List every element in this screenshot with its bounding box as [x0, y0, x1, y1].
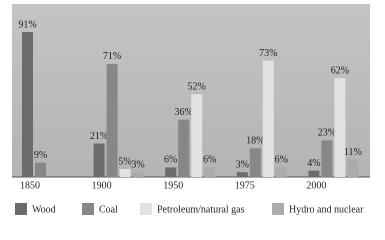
value-label: 91%: [18, 19, 36, 30]
x-tick-label: 2000: [306, 180, 326, 191]
bar: [106, 63, 118, 177]
value-label: 3%: [131, 160, 144, 171]
bar: [132, 172, 144, 177]
bar: [249, 148, 261, 177]
value-label: 5%: [118, 156, 131, 167]
bar: [347, 159, 359, 177]
bar: [178, 119, 190, 177]
value-label: 9%: [34, 150, 47, 161]
value-label: 4%: [307, 158, 320, 169]
bar: [191, 94, 203, 177]
value-label: 6%: [275, 155, 288, 166]
legend-label: Wood: [32, 204, 56, 215]
bar: [334, 78, 346, 177]
value-label: 11%: [344, 147, 362, 158]
legend-swatch: [140, 203, 152, 215]
value-label: 6%: [203, 155, 216, 166]
bar: [236, 172, 248, 177]
value-label: 23%: [318, 128, 336, 139]
legend-swatch: [272, 203, 284, 215]
value-label: 3%: [236, 160, 249, 171]
value-label: 6%: [164, 155, 177, 166]
value-label: 52%: [188, 81, 206, 92]
value-label: 73%: [259, 48, 277, 59]
x-tick-label: 1950: [163, 180, 183, 191]
bar: [22, 32, 33, 177]
bar: [204, 167, 216, 177]
value-label: 71%: [103, 51, 121, 62]
legend-label: Coal: [99, 204, 118, 215]
legend-swatch: [15, 203, 27, 215]
value-label: 36%: [175, 107, 193, 118]
bar: [35, 162, 46, 177]
legend-label: Petroleum/natural gas: [157, 204, 245, 215]
value-label: 21%: [90, 131, 108, 142]
legend-swatch: [82, 203, 94, 215]
legend-label: Hydro and nuclear: [289, 204, 364, 215]
page: {"chart_data":{"type":"bar", "categories…: [12, 4, 370, 216]
bar: [308, 170, 320, 177]
bar: [275, 167, 287, 177]
x-tick-label: 1850: [20, 180, 40, 191]
x-tick-label: 1975: [235, 180, 255, 191]
bar: [93, 143, 105, 177]
bar: [119, 169, 131, 177]
bar: [262, 60, 274, 177]
plot-area: [12, 4, 370, 177]
bar: [165, 167, 177, 177]
x-tick-label: 1900: [92, 180, 112, 191]
value-label: 62%: [331, 66, 349, 77]
bar: [321, 140, 333, 177]
value-label: 18%: [246, 136, 264, 147]
